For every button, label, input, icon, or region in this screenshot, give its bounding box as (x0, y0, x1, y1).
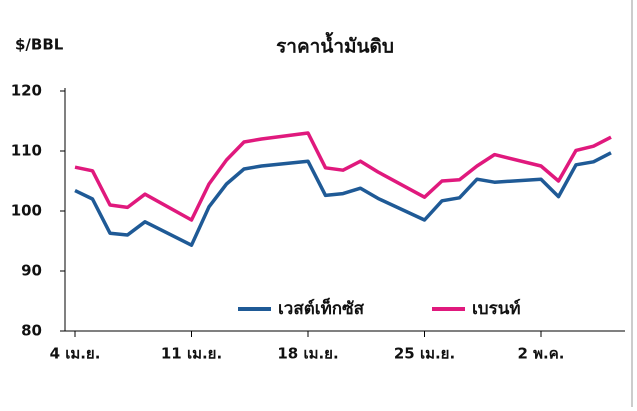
series-line (74, 151, 612, 247)
y-tick-label: 100 (11, 202, 42, 220)
y-tick-label: 110 (11, 142, 42, 160)
x-tick-label: 2 พ.ค. (518, 345, 565, 363)
legend-label: เบรนท์ (472, 298, 521, 319)
y-tick-label: 90 (21, 262, 42, 280)
chart-title: ราคาน้ำมันดิบ (276, 32, 394, 58)
y-axis-label: $/BBL (15, 36, 64, 54)
y-tick-label: 120 (11, 82, 42, 100)
x-tick-label: 11 เม.ย. (161, 345, 222, 363)
x-tick-label: 18 เม.ย. (277, 345, 338, 363)
x-tick-label: 25 เม.ย. (394, 345, 455, 363)
x-tick-label: 4 เม.ย. (50, 345, 101, 363)
series-line (74, 131, 612, 222)
y-tick-label: 80 (21, 322, 42, 340)
legend-label: เวสต์เท็กซัส (278, 296, 365, 319)
